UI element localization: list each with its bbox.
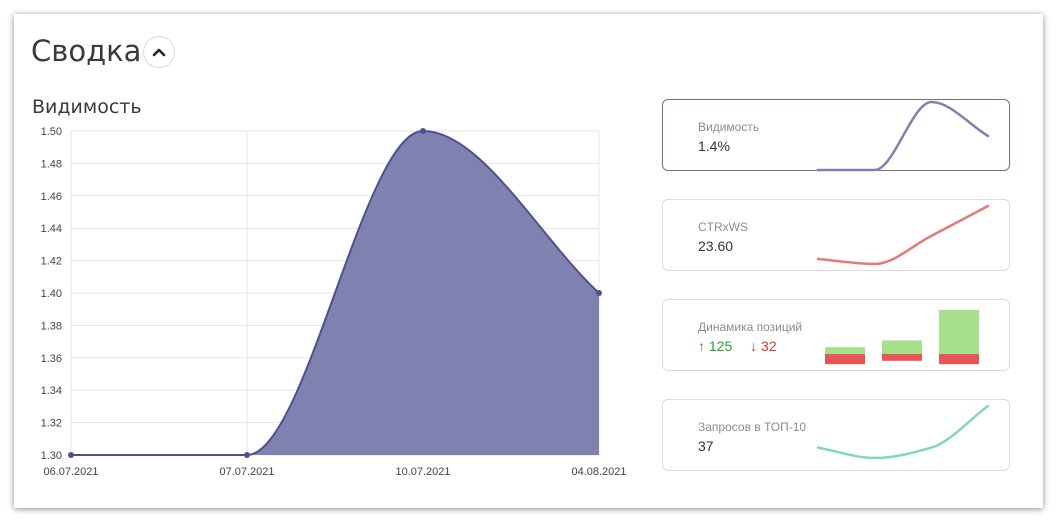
y-tick-label: 1.32 xyxy=(41,418,62,430)
card-label: Динамика позиций xyxy=(698,320,803,334)
card-visibility[interactable]: Видимость 1.4% xyxy=(662,99,1010,172)
card-position-dynamics[interactable]: Динамика позиций ↑ 125 ↓ 32 xyxy=(662,299,1010,371)
visibility-sparkline xyxy=(816,100,990,172)
card-label: CTRxWS xyxy=(698,220,748,234)
sparkline xyxy=(816,204,990,266)
x-tick-label: 04.08.2021 xyxy=(571,466,626,478)
ctrxws-sparkline xyxy=(816,204,990,266)
card-top10[interactable]: Запросов в ТОП-10 37 xyxy=(662,399,1010,471)
card-label: Запросов в ТОП-10 xyxy=(698,420,807,434)
chart-section-title: Видимость xyxy=(32,96,142,118)
y-tick-label: 1.36 xyxy=(41,353,62,365)
y-tick-label: 1.38 xyxy=(41,320,62,332)
page-title: Сводка xyxy=(31,34,142,68)
y-tick-label: 1.42 xyxy=(41,256,62,268)
positions-down-value: ↓ 32 xyxy=(750,338,777,354)
sparkline xyxy=(816,404,990,460)
top10-sparkline xyxy=(816,404,990,460)
data-point xyxy=(68,452,74,458)
y-tick-label: 1.30 xyxy=(41,450,62,462)
card-value: 37 xyxy=(698,438,714,454)
chevron-up-icon xyxy=(152,48,166,57)
positions-up-value: ↑ 125 xyxy=(698,338,733,354)
collapse-button[interactable] xyxy=(143,36,175,68)
data-point xyxy=(244,452,250,458)
y-tick-label: 1.34 xyxy=(41,385,62,397)
y-tick-label: 1.50 xyxy=(41,126,62,138)
y-tick-label: 1.40 xyxy=(41,288,62,300)
x-tick-label: 07.07.2021 xyxy=(219,466,274,478)
y-tick-label: 1.44 xyxy=(41,223,62,235)
bar-up xyxy=(825,347,865,354)
card-value: 23.60 xyxy=(698,238,734,254)
data-point xyxy=(420,128,426,134)
card-value: ↑ 125 ↓ 32 xyxy=(698,338,777,354)
card-value: 1.4% xyxy=(698,138,730,154)
x-tick-label: 10.07.2021 xyxy=(395,466,450,478)
bar-down xyxy=(939,354,979,365)
y-tick-label: 1.46 xyxy=(41,191,62,203)
bar-down xyxy=(825,354,865,365)
data-point xyxy=(596,290,602,296)
visibility-chart: 1.50 1.48 1.46 1.44 1.42 1.40 1.38 1.36 1.34 1.32… xyxy=(41,126,627,478)
position-dynamics-bars xyxy=(825,309,979,365)
y-tick-label: 1.48 xyxy=(41,158,62,170)
summary-panel: Сводка Видимость 1.50 1.48 1.46 1.44 1.42 1.4… xyxy=(14,14,1043,508)
series-line xyxy=(71,129,600,457)
bar-up xyxy=(939,309,979,354)
card-label: Видимость xyxy=(698,120,760,134)
x-tick-label: 06.07.2021 xyxy=(43,466,98,478)
card-ctrxws[interactable]: CTRxWS 23.60 xyxy=(662,199,1010,271)
bar-up xyxy=(882,340,922,354)
sparkline xyxy=(816,100,990,172)
bar-down xyxy=(882,354,922,361)
